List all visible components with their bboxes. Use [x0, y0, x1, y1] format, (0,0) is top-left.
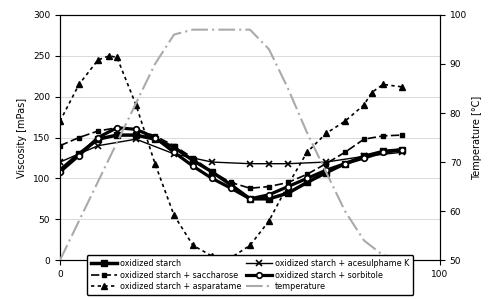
Y-axis label: Temperature [°C]: Temperature [°C] — [472, 95, 482, 180]
X-axis label: Time [min]: Time [min] — [224, 284, 276, 295]
Y-axis label: Viscosity [mPas]: Viscosity [mPas] — [18, 97, 28, 178]
Legend: oxidized starch, oxidized starch + saccharose, oxidized starch + asparatame, oxi: oxidized starch, oxidized starch + sacch… — [86, 255, 413, 295]
